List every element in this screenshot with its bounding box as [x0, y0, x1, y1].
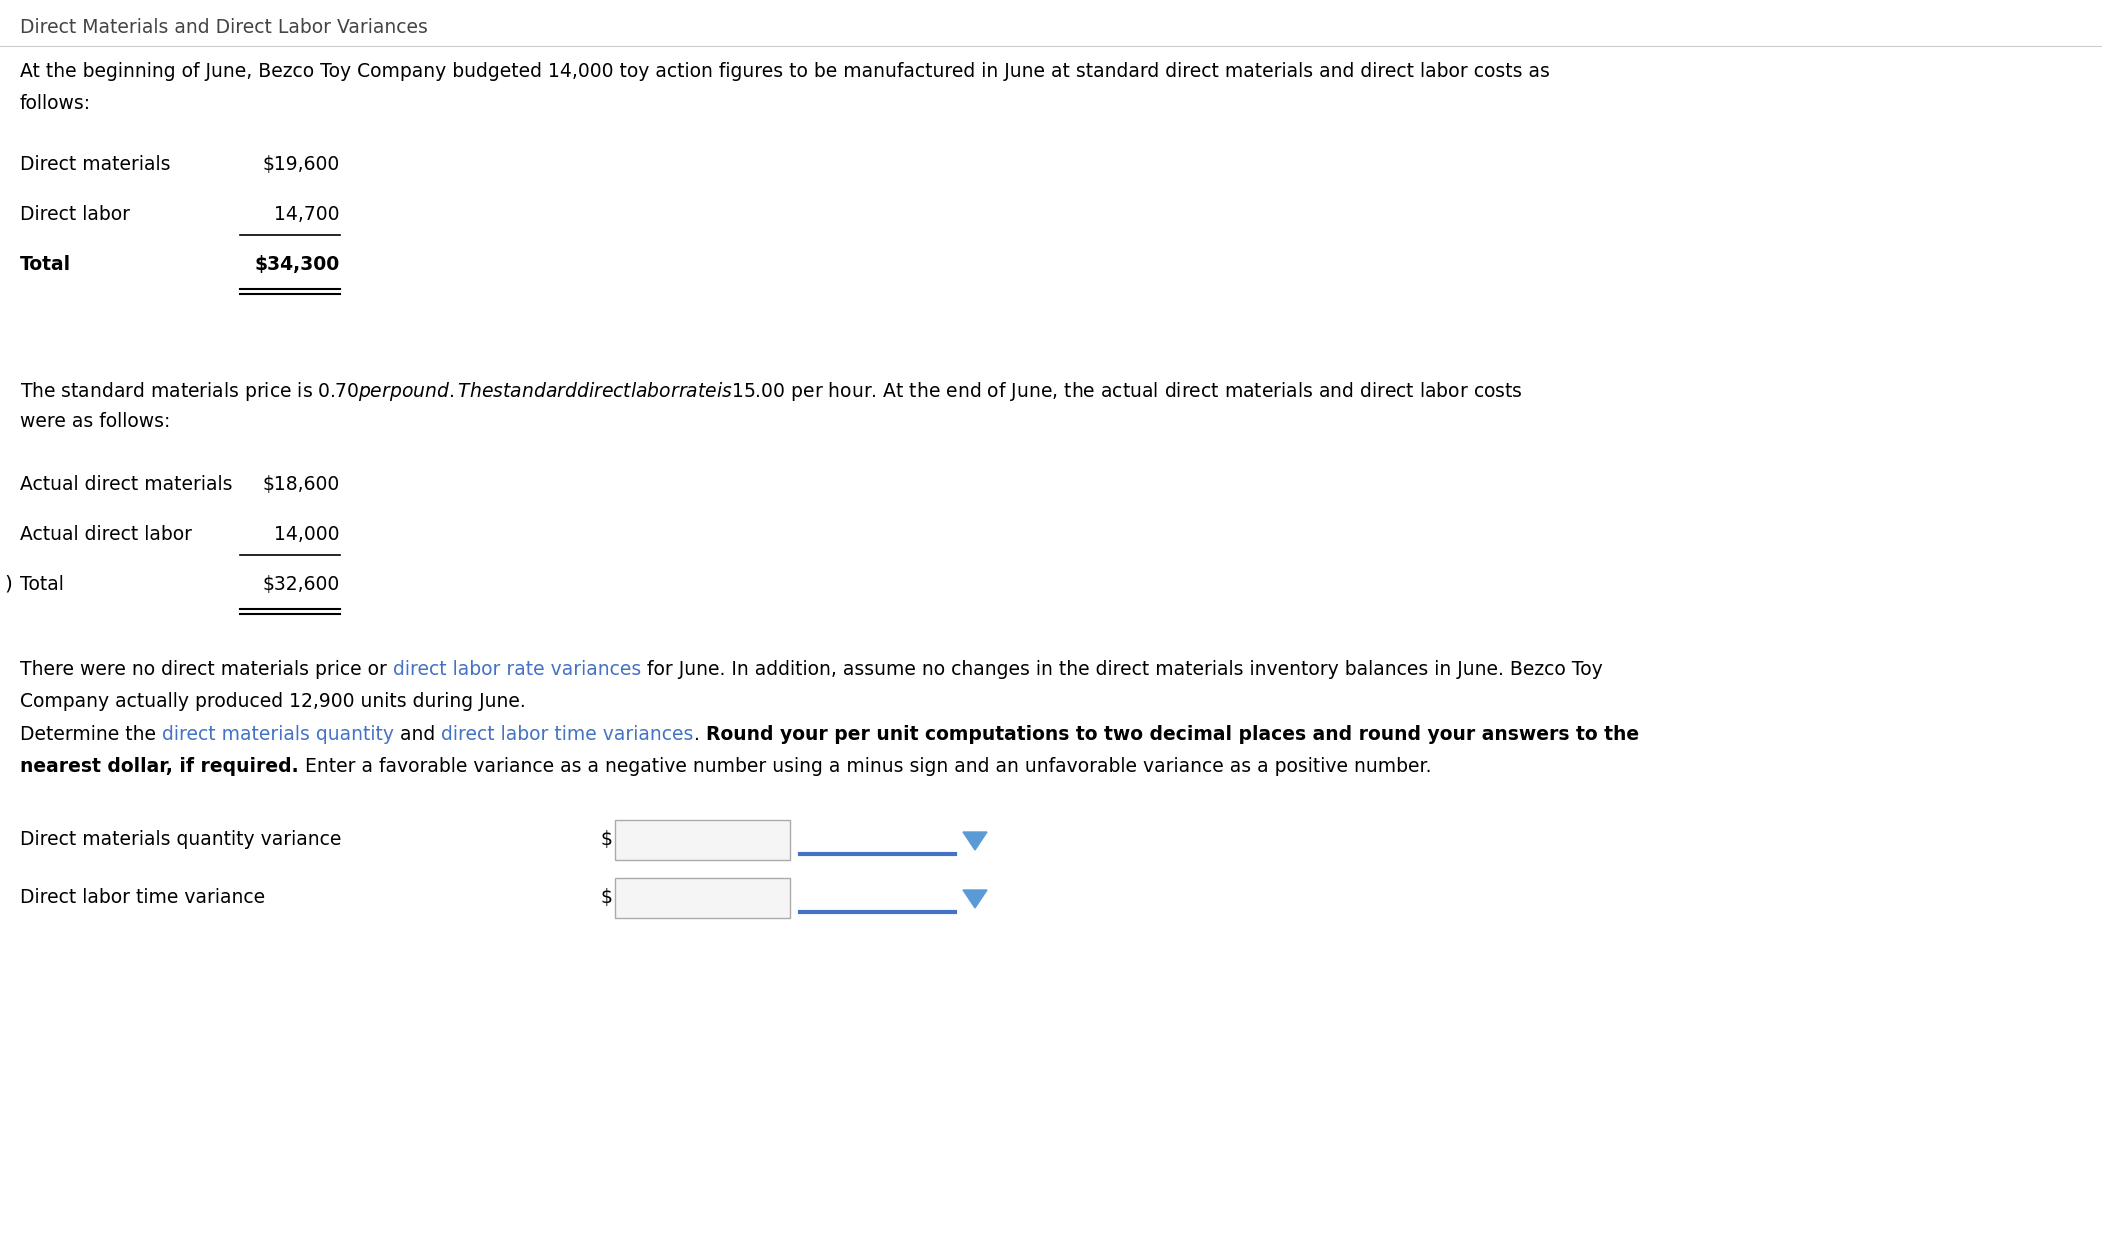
- Text: 14,700: 14,700: [275, 205, 341, 225]
- Text: Company actually produced 12,900 units during June.: Company actually produced 12,900 units d…: [21, 692, 526, 711]
- Text: Actual direct labor: Actual direct labor: [21, 524, 191, 544]
- Text: Total: Total: [21, 575, 63, 594]
- Text: Direct materials quantity variance: Direct materials quantity variance: [21, 830, 341, 849]
- Text: Round your per unit computations to two decimal places and round your answers to: Round your per unit computations to two …: [706, 726, 1640, 744]
- FancyBboxPatch shape: [616, 879, 790, 918]
- Text: Actual direct materials: Actual direct materials: [21, 475, 233, 494]
- Text: At the beginning of June, Bezco Toy Company budgeted 14,000 toy action figures t: At the beginning of June, Bezco Toy Comp…: [21, 62, 1549, 81]
- Text: $18,600: $18,600: [263, 475, 341, 494]
- Text: ): ): [4, 575, 13, 594]
- Text: direct materials quantity: direct materials quantity: [162, 726, 393, 744]
- Text: and: and: [393, 726, 441, 744]
- Text: direct labor rate variances: direct labor rate variances: [393, 660, 641, 679]
- Text: were as follows:: were as follows:: [21, 412, 170, 431]
- Text: $: $: [599, 888, 612, 907]
- Text: 14,000: 14,000: [275, 524, 341, 544]
- Text: direct labor time variances: direct labor time variances: [441, 726, 694, 744]
- Text: The standard materials price is $0.70 per pound. The standard direct labor rate : The standard materials price is $0.70 pe…: [21, 380, 1522, 404]
- Text: $34,300: $34,300: [254, 255, 341, 274]
- Text: for June. In addition, assume no changes in the direct materials inventory balan: for June. In addition, assume no changes…: [641, 660, 1604, 679]
- Text: nearest dollar, if required.: nearest dollar, if required.: [21, 756, 298, 776]
- FancyBboxPatch shape: [616, 821, 790, 860]
- Text: Total: Total: [21, 255, 71, 274]
- Text: follows:: follows:: [21, 94, 90, 114]
- Text: $: $: [599, 830, 612, 849]
- Text: .: .: [694, 726, 706, 744]
- Polygon shape: [963, 832, 988, 850]
- Text: Direct labor time variance: Direct labor time variance: [21, 888, 265, 907]
- Text: Direct Materials and Direct Labor Variances: Direct Materials and Direct Labor Varian…: [21, 19, 429, 37]
- Text: $32,600: $32,600: [263, 575, 341, 594]
- Text: $19,600: $19,600: [263, 155, 341, 174]
- Polygon shape: [963, 890, 988, 908]
- Text: There were no direct materials price or: There were no direct materials price or: [21, 660, 393, 679]
- Text: Direct labor: Direct labor: [21, 205, 130, 225]
- Text: Determine the: Determine the: [21, 726, 162, 744]
- Text: Direct materials: Direct materials: [21, 155, 170, 174]
- Text: Enter a favorable variance as a negative number using a minus sign and an unfavo: Enter a favorable variance as a negative…: [298, 756, 1431, 776]
